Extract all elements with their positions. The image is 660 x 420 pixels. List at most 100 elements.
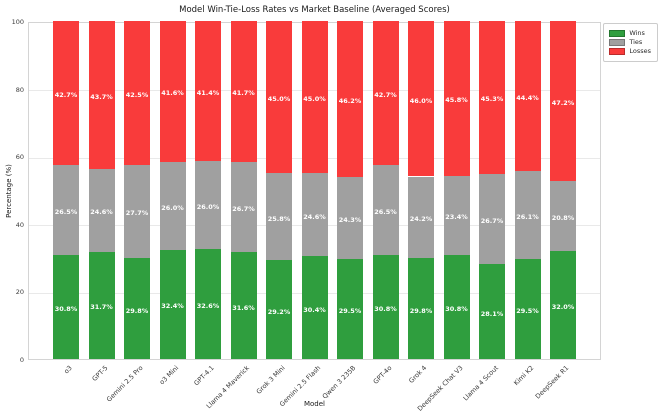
legend: Wins Ties Losses <box>603 23 658 62</box>
bar-value-label-wins-Llama 4 Maverick: 31.6% <box>232 303 255 312</box>
bar-GPT-4.1 <box>195 21 221 359</box>
bar-o3 Mini <box>159 21 186 359</box>
plot-area: 30.8% 26.5% 42.7% 31.7% 24.6% 43.7% 29.8% 27.7%… <box>28 21 601 360</box>
bar-segment-ties-Grok 4 <box>408 176 434 259</box>
bar-segment-losses-Llama 4 Scout <box>479 21 505 174</box>
bar-value-label-wins-o3 Mini: 32.4% <box>161 302 184 311</box>
bar-segment-ties-DeepSeek R1 <box>550 180 576 251</box>
x-tick-label-GPT-4o: GPT-4o <box>371 364 394 386</box>
bar-segment-wins-DeepSeek Chat V3 <box>443 254 470 359</box>
bar-segment-losses-DeepSeek Chat V3 <box>443 21 470 176</box>
bar-value-label-losses-DeepSeek R1: 47.2% <box>551 98 575 107</box>
bar-value-label-losses-GPT-4o: 42.7% <box>374 91 397 100</box>
bar-segment-wins-DeepSeek R1 <box>550 250 576 359</box>
bar-segment-losses-Kimi K2 <box>514 21 541 172</box>
bar-value-label-losses-Llama 4 Scout: 45.3% <box>480 95 504 104</box>
y-tick-label-100: 100 <box>11 18 24 26</box>
bar-value-label-wins-Gemini 2.5 Pro: 29.8% <box>125 306 149 315</box>
bar-value-label-losses-Gemini 2.5 Pro: 42.5% <box>125 90 149 99</box>
bar-value-label-losses-Kimi K2: 44.4% <box>516 94 539 103</box>
bar-value-label-wins-Llama 4 Scout: 28.1% <box>480 309 504 318</box>
bar-value-label-wins-Qwen 3 235B: 29.5% <box>338 307 362 316</box>
bar-value-label-wins-o3: 30.8% <box>54 304 78 313</box>
y-tick-label-80: 80 <box>15 85 24 94</box>
bar-segment-wins-GPT-4o <box>372 254 399 359</box>
bar-segment-losses-Llama 4 Maverick <box>230 21 257 162</box>
bar-value-label-losses-o3 Mini: 41.6% <box>161 89 184 98</box>
bar-segment-wins-Grok 4 <box>408 258 434 359</box>
bar-value-label-wins-Grok 3 Mini: 29.2% <box>267 307 291 316</box>
bar-value-label-ties-Llama 4 Scout: 26.7% <box>480 216 504 225</box>
bar-value-label-ties-Grok 4: 24.2% <box>409 215 433 224</box>
bar-segment-losses-GPT-4o <box>372 21 399 166</box>
legend-label-wins: Wins <box>629 29 645 37</box>
y-tick-label-40: 40 <box>15 220 24 229</box>
bar-value-label-wins-DeepSeek Chat V3: 30.8% <box>445 304 468 313</box>
bar-segment-wins-GPT-5 <box>88 251 115 359</box>
y-tick-label-0: 0 <box>19 356 24 364</box>
bar-segment-ties-Llama 4 Maverick <box>230 161 257 253</box>
legend-swatch-wins <box>609 30 626 37</box>
bar-DeepSeek R1 <box>550 21 576 359</box>
bar-value-label-losses-Llama 4 Maverick: 41.7% <box>232 89 255 98</box>
legend-entry-ties: Ties <box>609 39 651 46</box>
legend-entry-wins: Wins <box>609 30 651 37</box>
bar-value-label-losses-Grok 3 Mini: 45.0% <box>267 95 291 104</box>
bar-Llama 4 Scout <box>479 21 505 359</box>
bar-Kimi K2 <box>514 21 541 359</box>
x-tick-label-Grok 3 Mini: Grok 3 Mini <box>254 364 287 396</box>
bar-segment-losses-Grok 3 Mini <box>266 21 292 174</box>
x-tick-label-o3 Mini: o3 Mini <box>157 364 181 387</box>
bar-value-label-losses-Qwen 3 235B: 46.2% <box>338 97 362 106</box>
bar-DeepSeek Chat V3 <box>443 21 470 359</box>
bar-value-label-ties-Grok 3 Mini: 25.8% <box>267 214 291 223</box>
bar-segment-wins-Llama 4 Scout <box>479 264 505 359</box>
x-tick-label-o3: o3 <box>62 364 74 376</box>
y-axis-title: Percentage (%) <box>5 164 13 218</box>
legend-swatch-losses <box>609 48 626 55</box>
bar-value-label-losses-Gemini 2.5 Flash: 45.0% <box>303 95 326 104</box>
bar-value-label-ties-Gemini 2.5 Flash: 24.6% <box>303 212 326 221</box>
bar-segment-wins-Llama 4 Maverick <box>230 252 257 359</box>
bar-segment-wins-Grok 3 Mini <box>266 260 292 359</box>
bar-value-label-wins-Grok 4: 29.8% <box>409 306 433 315</box>
x-tick-label-GPT-5: GPT-5 <box>90 364 110 383</box>
bar-segment-wins-Gemini 2.5 Pro <box>124 258 150 359</box>
bar-segment-ties-Qwen 3 235B <box>337 177 363 260</box>
bar-value-label-ties-Llama 4 Maverick: 26.7% <box>232 205 255 214</box>
bar-value-label-ties-Gemini 2.5 Pro: 27.7% <box>125 209 149 218</box>
bar-value-label-ties-GPT-5: 24.6% <box>90 208 113 217</box>
bar-segment-ties-GPT-5 <box>88 168 115 252</box>
bar-segment-ties-Grok 3 Mini <box>266 173 292 261</box>
legend-entry-losses: Losses <box>609 48 651 55</box>
y-tick-label-60: 60 <box>15 153 24 162</box>
bar-value-label-wins-GPT-4.1: 32.6% <box>196 301 220 310</box>
bar-segment-losses-o3 <box>53 21 79 166</box>
bar-Grok 4 <box>408 21 434 359</box>
bar-value-label-losses-o3: 42.7% <box>54 91 78 100</box>
bar-segment-losses-DeepSeek R1 <box>550 21 576 181</box>
bar-segment-ties-o3 <box>53 165 79 255</box>
legend-swatch-ties <box>609 39 626 46</box>
bar-value-label-ties-o3 Mini: 26.0% <box>161 203 184 212</box>
bar-value-label-ties-o3: 26.5% <box>54 208 78 217</box>
bar-value-label-losses-Grok 4: 46.0% <box>409 96 433 105</box>
x-tick-label-Llama 4 Scout: Llama 4 Scout <box>461 364 500 403</box>
bar-value-label-ties-DeepSeek R1: 20.8% <box>551 213 575 222</box>
bar-value-label-ties-Kimi K2: 26.1% <box>516 213 539 222</box>
bar-segment-ties-Kimi K2 <box>514 171 541 260</box>
bar-GPT-4o <box>372 21 399 359</box>
bar-value-label-wins-DeepSeek R1: 32.0% <box>551 302 575 311</box>
x-tick-label-Gemini 2.5 Pro: Gemini 2.5 Pro <box>105 364 145 404</box>
bar-segment-losses-Qwen 3 235B <box>337 21 363 178</box>
bar-Gemini 2.5 Pro <box>124 21 150 359</box>
x-tick-label-Grok 4: Grok 4 <box>407 364 429 385</box>
bar-value-label-wins-GPT-5: 31.7% <box>90 303 113 312</box>
bar-Grok 3 Mini <box>266 21 292 359</box>
chart-title: Model Win-Tie-Loss Rates vs Market Basel… <box>179 5 450 15</box>
bar-value-label-ties-GPT-4.1: 26.0% <box>196 202 220 211</box>
bar-segment-ties-Gemini 2.5 Flash <box>301 173 328 257</box>
bar-Qwen 3 235B <box>337 21 363 359</box>
bar-segment-wins-Gemini 2.5 Flash <box>301 256 328 359</box>
